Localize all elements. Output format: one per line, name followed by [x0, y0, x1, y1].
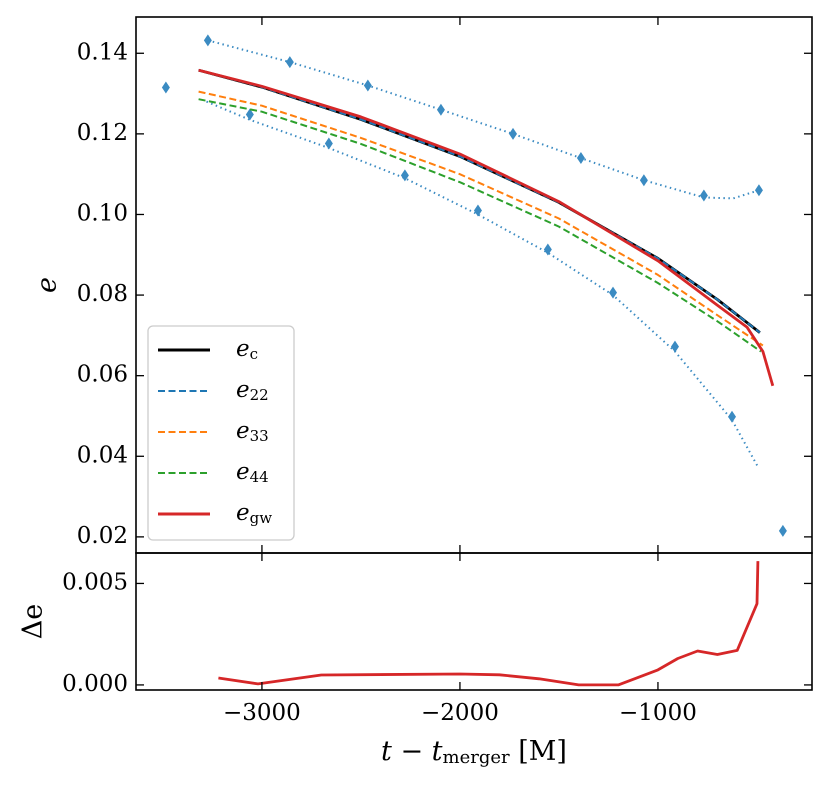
series-line — [207, 39, 760, 200]
diamond-marker — [473, 204, 482, 217]
y-tick-label: 0.000 — [62, 671, 128, 697]
x-axis-label: t − tmerger [M] — [381, 736, 567, 769]
y-axis-label: e — [32, 277, 63, 293]
y-tick-label: 0.02 — [77, 523, 128, 549]
legend-sub: gw — [250, 509, 273, 527]
y-tick-label: 0.10 — [77, 200, 128, 226]
y-tick-label: 0.12 — [77, 120, 128, 146]
diamond-marker — [639, 174, 648, 187]
legend-name: e — [236, 336, 250, 362]
diamond-marker — [400, 169, 409, 182]
diamond-marker — [670, 340, 679, 353]
y-tick-label: 0.14 — [77, 39, 128, 65]
diamond-marker — [509, 127, 518, 140]
y-tick-label: 0.06 — [77, 362, 128, 388]
y-tick-label: 0.04 — [77, 442, 128, 468]
diamond-marker — [161, 81, 170, 94]
x-tick-label: −3000 — [223, 700, 301, 726]
x-tick-label: −1000 — [619, 700, 697, 726]
diamond-marker — [699, 189, 708, 202]
diamond-marker — [203, 34, 212, 47]
legend-name: e — [236, 418, 250, 444]
series-line — [218, 561, 760, 687]
diamond-marker — [245, 108, 254, 121]
legend-sub: 22 — [250, 386, 269, 404]
y-tick-label: 0.08 — [77, 281, 128, 307]
diamond-marker — [363, 79, 372, 92]
legend-sub: 44 — [250, 468, 269, 486]
y-tick-label: 0.005 — [62, 569, 128, 595]
series-line — [206, 100, 759, 468]
diamond-marker — [324, 137, 333, 150]
legend-name: e — [236, 459, 250, 485]
y-axis-label: Δe — [18, 604, 49, 639]
axes-frame — [135, 552, 813, 691]
x-label-rest: [M] — [510, 736, 567, 767]
legend-name: e — [236, 500, 250, 526]
legend-box — [147, 325, 295, 541]
x-label-sub: merger — [443, 747, 511, 768]
legend-sub: c — [250, 345, 258, 363]
x-tick-label: −2000 — [421, 700, 499, 726]
diamond-marker — [436, 103, 445, 116]
legend-name: e — [236, 377, 250, 403]
legend-label: e33 — [236, 418, 269, 445]
legend-sub: 33 — [250, 427, 269, 445]
diamond-marker — [285, 56, 294, 69]
diamond-marker — [754, 184, 763, 197]
diamond-marker — [576, 152, 585, 165]
diamond-marker — [778, 524, 787, 537]
legend-label: egw — [236, 500, 272, 527]
series-line — [198, 98, 762, 353]
legend-label: ec — [236, 336, 258, 363]
legend-label: e44 — [236, 459, 269, 486]
legend-label: e22 — [236, 377, 269, 404]
x-label-main: t − t — [381, 736, 443, 767]
diamond-marker — [609, 286, 618, 299]
diamond-marker — [728, 410, 737, 423]
series-line — [198, 69, 761, 334]
diamond-marker — [543, 243, 552, 256]
series-line — [198, 68, 775, 387]
series-line — [198, 90, 764, 347]
